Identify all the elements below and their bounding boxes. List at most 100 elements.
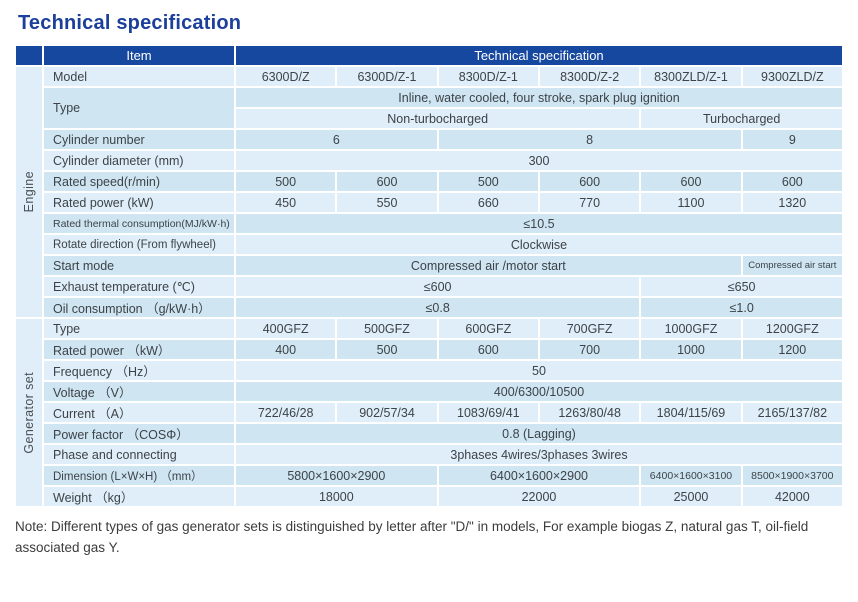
value-cell: 600 [438, 340, 538, 359]
value-cell: 500 [337, 340, 437, 359]
table-row: Rated power (kW) 450 550 660 770 1100 1320 [16, 193, 842, 212]
row-label: Start mode [44, 256, 234, 275]
table-row: Cylinder diameter (mm) 300 [16, 151, 842, 170]
table-header-row: Item Technical specification [16, 46, 842, 65]
table-row: Cylinder number 6 8 9 [16, 130, 842, 149]
item-column-header: Item [44, 46, 234, 65]
value-cell: 9300ZLD/Z [742, 67, 842, 86]
value-cell: 6400×1600×3100 [641, 466, 741, 485]
value-cell: 1200 [742, 340, 842, 359]
value-cell: 5800×1600×2900 [236, 466, 437, 485]
row-label: Cylinder diameter (mm) [44, 151, 234, 170]
table-row: Voltage （V） 400/6300/10500 [16, 382, 842, 401]
value-cell: 700GFZ [539, 319, 640, 338]
spec-column-header: Technical specification [236, 46, 842, 65]
value-cell: 22000 [438, 487, 640, 506]
value-cell: 770 [539, 193, 640, 212]
value-cell: 500GFZ [337, 319, 437, 338]
row-label: Rotate direction (From flywheel) [44, 235, 234, 254]
value-cell: 660 [438, 193, 538, 212]
value-cell: ≤1.0 [641, 298, 842, 317]
value-cell: 400GFZ [236, 319, 336, 338]
value-cell: Compressed air start [742, 256, 842, 275]
value-cell: 25000 [641, 487, 741, 506]
value-cell: 3phases 4wires/3phases 3wires [236, 445, 842, 464]
value-cell: 50 [236, 361, 842, 380]
row-label: Type [44, 319, 234, 338]
value-cell: 400 [236, 340, 336, 359]
value-cell: 500 [438, 172, 538, 191]
value-cell: 550 [337, 193, 437, 212]
value-cell: ≤600 [236, 277, 640, 296]
table-row: Non-turbocharged Turbocharged [16, 109, 842, 128]
value-cell: 400/6300/10500 [236, 382, 842, 401]
value-cell: ≤0.8 [236, 298, 640, 317]
page: Technical specification Item Technical s… [14, 12, 844, 555]
row-label: Rated thermal consumption(MJ/kW·h) [44, 214, 234, 233]
value-cell: 1320 [742, 193, 842, 212]
row-label: Dimension (L×W×H) （mm） [44, 466, 234, 485]
table-row: Power factor （COSΦ） 0.8 (Lagging) [16, 424, 842, 443]
value-cell: 6400×1600×2900 [438, 466, 640, 485]
value-cell: 8300D/Z-1 [438, 67, 538, 86]
row-label: Voltage （V） [44, 382, 234, 401]
row-label: Frequency （Hz） [44, 361, 234, 380]
table-row: Current （A） 722/46/28 902/57/34 1083/69/41 1… [16, 403, 842, 422]
value-cell: 600 [742, 172, 842, 191]
value-cell: Compressed air /motor start [236, 256, 741, 275]
table-row: Rated thermal consumption(MJ/kW·h) ≤10.5 [16, 214, 842, 233]
value-cell: 600 [539, 172, 640, 191]
value-cell: 8 [438, 130, 741, 149]
row-label: Rated power (kW) [44, 193, 234, 212]
technical-specification-table: Item Technical specification Engine Model… [14, 44, 844, 508]
table-row: Dimension (L×W×H) （mm） 5800×1600×2900 6400… [16, 466, 842, 485]
row-label: Phase and connecting [44, 445, 234, 464]
table-row: Frequency （Hz） 50 [16, 361, 842, 380]
row-label: Rated power （kW） [44, 340, 234, 359]
value-cell: 1083/69/41 [438, 403, 538, 422]
value-cell: 6300D/Z-1 [337, 67, 437, 86]
value-cell: 600 [337, 172, 437, 191]
value-cell: 700 [539, 340, 640, 359]
value-cell: 1200GFZ [742, 319, 842, 338]
table-row: Generator set Type 400GFZ 500GFZ 600GFZ 700GF… [16, 319, 842, 506]
value-cell: 300 [236, 151, 842, 170]
row-label: Cylinder number [44, 130, 234, 149]
row-label: Power factor （COSΦ） [44, 424, 234, 443]
value-cell: 500 [236, 172, 336, 191]
table-row: Rated power （kW） 400 500 600 700 1000 1200 [16, 340, 842, 359]
value-cell: 1000 [641, 340, 741, 359]
table-row: Oil consumption （g/kW·h） ≤0.8 ≤1.0 [16, 298, 842, 317]
value-cell: Non-turbocharged [236, 109, 640, 128]
value-cell: 8500×1900×3700 [742, 466, 842, 485]
table-row: Weight （kg） 18000 22000 25000 42000 [16, 487, 842, 506]
value-cell: 1100 [641, 193, 741, 212]
value-cell: 8300ZLD/Z-1 [641, 67, 741, 86]
value-cell: 600GFZ [438, 319, 538, 338]
footnote: Note: Different types of gas generator s… [15, 519, 809, 555]
value-cell: 9 [742, 130, 842, 149]
row-label: Model [44, 67, 234, 86]
value-cell: 6 [236, 130, 437, 149]
value-cell: 1804/115/69 [641, 403, 741, 422]
value-cell: Clockwise [236, 235, 842, 254]
table-row: Engine Model 6300D/Z 6300D/Z-1 8300D/Z-1 8300… [16, 67, 842, 317]
value-cell: 1000GFZ [641, 319, 741, 338]
value-cell: 1263/80/48 [539, 403, 640, 422]
row-label: Weight （kg） [44, 487, 234, 506]
value-cell: 8300D/Z-2 [539, 67, 640, 86]
value-cell: 42000 [742, 487, 842, 506]
group-label-generator-set: Generator set [16, 319, 42, 506]
row-label: Exhaust temperature (℃) [44, 277, 234, 296]
table-row: Type Inline, water cooled, four stroke, s… [16, 88, 842, 128]
table-row: Rated speed(r/min) 500 600 500 600 600 600 [16, 172, 842, 191]
corner-cell [16, 46, 42, 65]
row-label: Current （A） [44, 403, 234, 422]
value-cell: 722/46/28 [236, 403, 336, 422]
page-title: Technical specification [18, 12, 242, 34]
value-cell: 18000 [236, 487, 437, 506]
row-label: Oil consumption （g/kW·h） [44, 298, 234, 317]
value-cell: 6300D/Z [236, 67, 336, 86]
row-label: Rated speed(r/min) [44, 172, 234, 191]
table-row: Rotate direction (From flywheel) Clockwis… [16, 235, 842, 254]
